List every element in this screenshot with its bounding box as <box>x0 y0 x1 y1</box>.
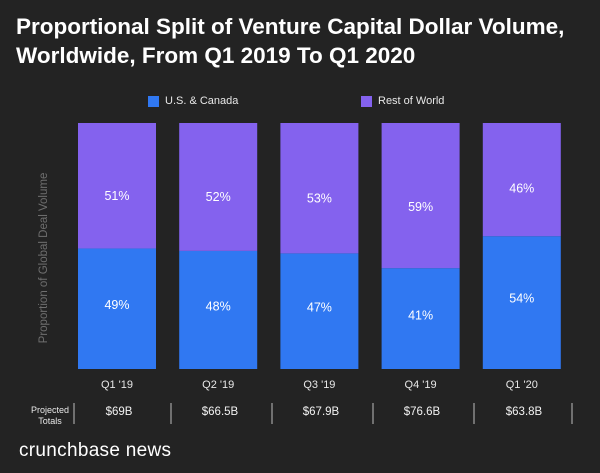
x-tick-label-q1-19: Q1 '19 <box>101 379 133 391</box>
bar-u-s-canada-q1-20 <box>482 236 561 369</box>
legend-item-rest-of-world: Rest of World <box>361 95 444 107</box>
data-label-u-s-canada-q1-20: 54% <box>509 292 534 306</box>
projected-total-q3-19: $67.9B <box>302 406 340 418</box>
projected-total-q1-19: $69B <box>105 406 133 418</box>
legend-swatch-us-canada <box>148 95 159 107</box>
x-tick-label-q3-19: Q3 '19 <box>303 379 335 391</box>
bar-u-s-canada-q4-19 <box>381 268 460 369</box>
x-tick-label-q2-19: Q2 '19 <box>202 379 234 391</box>
bar-u-s-canada-q3-19 <box>280 253 359 369</box>
projected-total-q4-19: $76.6B <box>403 406 441 418</box>
bar-rest-of-world-q2-19 <box>179 123 258 251</box>
data-label-rest-of-world-q3-19: 53% <box>307 192 332 206</box>
data-label-u-s-canada-q2-19: 48% <box>206 299 231 313</box>
legend: U.S. & Canada Rest of World <box>0 95 600 111</box>
bar-rest-of-world-q1-20 <box>482 123 561 237</box>
crunchbase-news-logo: crunchbase news <box>19 440 172 461</box>
data-label-rest-of-world-q2-19: 52% <box>206 190 231 204</box>
bar-rest-of-world-q3-19 <box>280 123 359 254</box>
projected-total-q1-20: $63.8B <box>505 406 543 418</box>
legend-label-us-canada: U.S. & Canada <box>165 95 239 107</box>
data-label-rest-of-world-q4-19: 59% <box>408 200 433 214</box>
bar-rest-of-world-q4-19 <box>381 123 460 269</box>
legend-label-rest-of-world: Rest of World <box>378 95 445 107</box>
data-label-rest-of-world-q1-20: 46% <box>509 182 534 196</box>
projected-totals-label: Projected Totals <box>30 405 70 426</box>
data-label-rest-of-world-q1-19: 51% <box>104 189 129 203</box>
legend-swatch-rest-of-world <box>361 95 372 107</box>
data-label-u-s-canada-q3-19: 47% <box>307 301 332 315</box>
legend-item-us-canada: U.S. & Canada <box>148 95 238 107</box>
data-label-u-s-canada-q1-19: 49% <box>104 298 129 312</box>
chart-title: Proportional Split of Venture Capital Do… <box>16 14 565 68</box>
bar-rest-of-world-q1-19 <box>78 123 156 249</box>
data-label-u-s-canada-q4-19: 41% <box>408 309 433 323</box>
x-tick-label-q4-19: Q4 '19 <box>405 379 437 391</box>
x-tick-label-q1-20: Q1 '20 <box>506 379 538 391</box>
bar-u-s-canada-q2-19 <box>179 250 258 369</box>
projected-total-q2-19: $66.5B <box>201 406 239 418</box>
bar-u-s-canada-q1-19 <box>78 248 156 369</box>
